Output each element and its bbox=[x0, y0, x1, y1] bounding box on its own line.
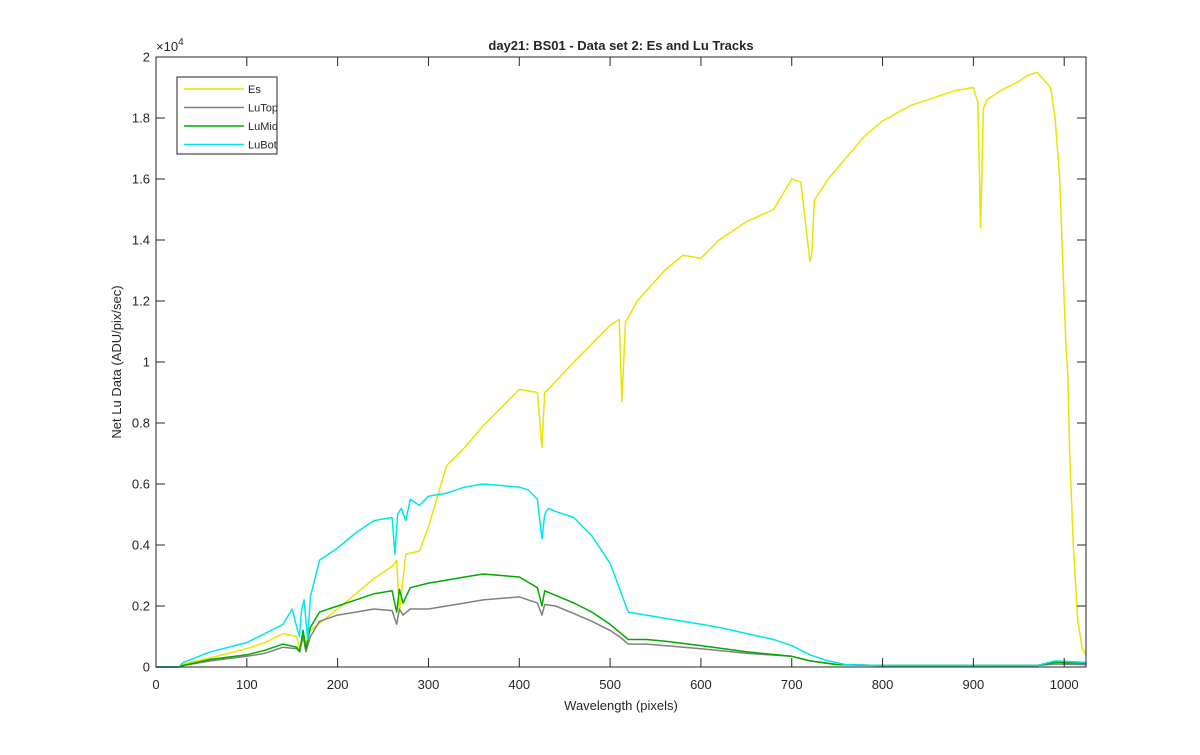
x-axis-label: Wavelength (pixels) bbox=[564, 698, 678, 713]
y-tick-label: 0.8 bbox=[132, 416, 150, 431]
x-axis-ticks: 0 100 200 300 400 500 600 700 800 900 1000 bbox=[152, 57, 1079, 692]
x-tick-label: 200 bbox=[327, 677, 349, 692]
x-tick-label: 0 bbox=[152, 677, 159, 692]
series-line-lubot bbox=[156, 483, 1087, 668]
x-tick-label: 900 bbox=[963, 677, 985, 692]
x-tick-label: 400 bbox=[508, 677, 530, 692]
y-tick-label: 0.6 bbox=[132, 477, 150, 492]
legend-label-lumid: LuMid bbox=[248, 121, 278, 133]
legend-label-es: Es bbox=[248, 84, 261, 96]
x-tick-label: 500 bbox=[599, 677, 621, 692]
chart-title: day21: BS01 - Data set 2: Es and Lu Trac… bbox=[488, 38, 753, 53]
y-axis-label: Net Lu Data (ADU/pix/sec) bbox=[109, 285, 124, 438]
legend-label-lubot: LuBot bbox=[248, 140, 277, 152]
y-tick-label: 0 bbox=[143, 660, 150, 675]
series-layer bbox=[156, 71, 1087, 668]
y-tick-label: 0.4 bbox=[132, 538, 150, 553]
y-tick-label: 2 bbox=[143, 50, 150, 65]
series-line-lumid bbox=[156, 573, 1087, 668]
y-tick-label: 1.2 bbox=[132, 294, 150, 309]
y-multiplier-base: ×10 bbox=[156, 39, 178, 54]
x-tick-label: 700 bbox=[781, 677, 803, 692]
y-tick-label: 1.6 bbox=[132, 172, 150, 187]
x-tick-label: 800 bbox=[872, 677, 894, 692]
x-tick-label: 100 bbox=[236, 677, 258, 692]
y-axis-multiplier: ×104 bbox=[156, 37, 184, 54]
x-tick-label: 1000 bbox=[1050, 677, 1079, 692]
y-axis-ticks: 0 0.2 0.4 0.6 0.8 1 1.2 1.4 1.6 1.8 2 bbox=[132, 50, 1086, 675]
y-tick-label: 1.8 bbox=[132, 111, 150, 126]
y-tick-label: 1 bbox=[143, 355, 150, 370]
x-tick-label: 600 bbox=[690, 677, 712, 692]
legend-label-lutop: LuTop bbox=[248, 103, 278, 115]
y-tick-label: 0.2 bbox=[132, 599, 150, 614]
x-tick-label: 300 bbox=[418, 677, 440, 692]
y-multiplier-exponent: 4 bbox=[178, 37, 184, 48]
legend-box bbox=[176, 76, 278, 155]
legend: Es LuTop LuMid LuBot bbox=[176, 76, 278, 155]
y-tick-label: 1.4 bbox=[132, 233, 150, 248]
